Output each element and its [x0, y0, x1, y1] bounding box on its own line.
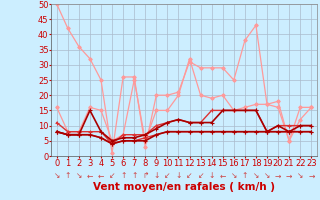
Text: ↑: ↑	[120, 171, 126, 180]
Text: ←: ←	[98, 171, 104, 180]
Text: ↙: ↙	[197, 171, 204, 180]
Text: ←: ←	[220, 171, 226, 180]
X-axis label: Vent moyen/en rafales ( km/h ): Vent moyen/en rafales ( km/h )	[93, 182, 275, 192]
Text: ↘: ↘	[264, 171, 270, 180]
Text: →: →	[286, 171, 292, 180]
Text: ←: ←	[87, 171, 93, 180]
Text: ↙: ↙	[186, 171, 193, 180]
Text: ↘: ↘	[253, 171, 259, 180]
Text: ↙: ↙	[109, 171, 115, 180]
Text: ↱: ↱	[142, 171, 148, 180]
Text: ↘: ↘	[297, 171, 303, 180]
Text: ↘: ↘	[76, 171, 82, 180]
Text: ↑: ↑	[65, 171, 71, 180]
Text: ↑: ↑	[131, 171, 137, 180]
Text: ↑: ↑	[242, 171, 248, 180]
Text: ↓: ↓	[208, 171, 215, 180]
Text: ↘: ↘	[53, 171, 60, 180]
Text: ↘: ↘	[231, 171, 237, 180]
Text: →: →	[275, 171, 281, 180]
Text: ↙: ↙	[164, 171, 171, 180]
Text: ↓: ↓	[175, 171, 182, 180]
Text: →: →	[308, 171, 315, 180]
Text: ↓: ↓	[153, 171, 160, 180]
